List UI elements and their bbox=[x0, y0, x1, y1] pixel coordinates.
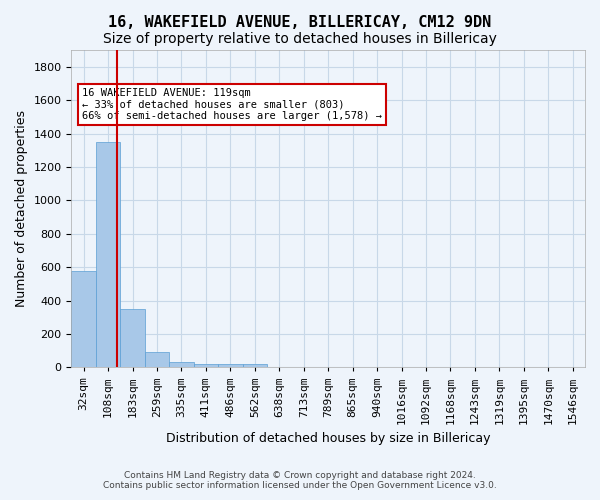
Text: 16 WAKEFIELD AVENUE: 119sqm
← 33% of detached houses are smaller (803)
66% of se: 16 WAKEFIELD AVENUE: 119sqm ← 33% of det… bbox=[82, 88, 382, 122]
Text: Size of property relative to detached houses in Billericay: Size of property relative to detached ho… bbox=[103, 32, 497, 46]
Bar bbox=[71, 270, 96, 368]
Bar bbox=[121, 309, 145, 368]
Bar bbox=[194, 364, 218, 368]
Y-axis label: Number of detached properties: Number of detached properties bbox=[15, 110, 28, 307]
Bar bbox=[242, 364, 267, 368]
Bar bbox=[145, 352, 169, 368]
X-axis label: Distribution of detached houses by size in Billericay: Distribution of detached houses by size … bbox=[166, 432, 490, 445]
Text: Contains HM Land Registry data © Crown copyright and database right 2024.
Contai: Contains HM Land Registry data © Crown c… bbox=[103, 470, 497, 490]
Text: 16, WAKEFIELD AVENUE, BILLERICAY, CM12 9DN: 16, WAKEFIELD AVENUE, BILLERICAY, CM12 9… bbox=[109, 15, 491, 30]
Bar bbox=[169, 362, 194, 368]
Bar bbox=[96, 142, 121, 368]
Bar bbox=[218, 364, 242, 368]
